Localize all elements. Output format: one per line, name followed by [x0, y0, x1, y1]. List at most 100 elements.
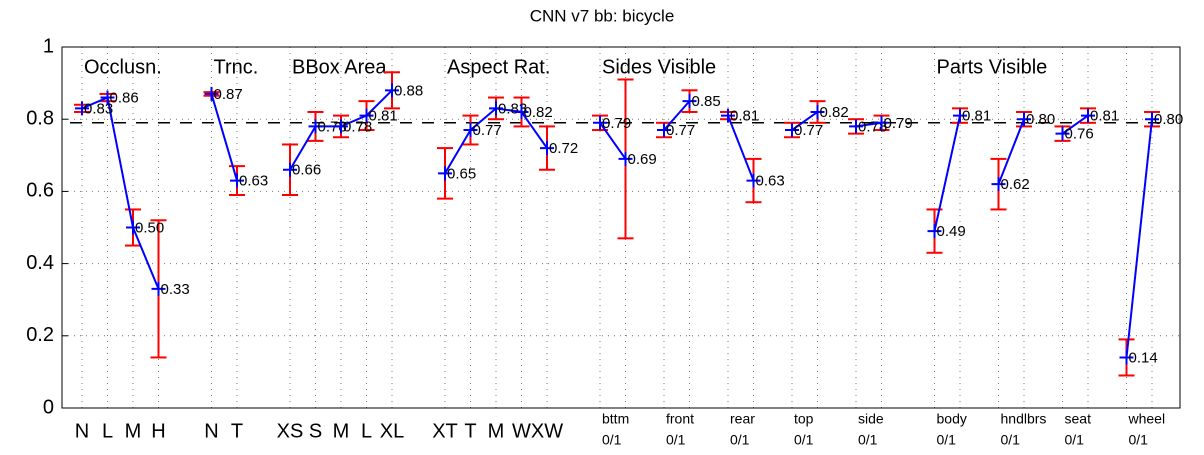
x-tick-sublabel: 0/1 [794, 432, 814, 448]
x-tick-label: wheel [1128, 411, 1166, 427]
marker [514, 104, 529, 119]
value-label: 0.87 [214, 86, 243, 103]
y-tick-label: 0 [43, 396, 54, 418]
marker [438, 166, 452, 181]
value-label: 0.78 [343, 118, 372, 135]
value-label: 0.50 [135, 219, 164, 236]
x-tick-label: N [75, 420, 89, 442]
x-tick-label: M [333, 420, 350, 442]
value-label: 0.49 [937, 223, 966, 240]
marker [682, 94, 697, 109]
marker [721, 108, 735, 123]
value-label: 0.63 [756, 173, 785, 190]
marker [463, 123, 478, 138]
value-label: 0.80 [1026, 111, 1055, 128]
y-tick-label: 0.8 [26, 107, 54, 129]
marker [1055, 126, 1070, 141]
x-tick-label: XT [432, 420, 458, 442]
group-heading: Trnc. [214, 56, 259, 78]
series-line [1125, 119, 1153, 358]
value-label: 0.81 [369, 108, 398, 125]
value-label: 0.83 [498, 100, 527, 117]
value-label: 0.81 [1090, 108, 1119, 125]
x-tick-label: XL [380, 420, 404, 442]
series-line [933, 115, 961, 232]
group-heading: Sides Visible [602, 56, 716, 78]
group-heading: Occlusn. [84, 56, 162, 78]
x-tick-label: rear [730, 411, 755, 427]
x-tick-label: body [937, 411, 967, 427]
y-tick-label: 0.4 [26, 252, 54, 274]
value-label: 0.72 [549, 140, 578, 157]
marker [283, 162, 297, 177]
value-label: 0.88 [394, 82, 423, 99]
value-label: 0.63 [239, 173, 268, 190]
value-label: 0.82 [820, 104, 849, 121]
x-tick-sublabel: 0/1 [730, 432, 750, 448]
x-tick-label: S [309, 420, 322, 442]
x-tick-label: N [204, 420, 218, 442]
marker [204, 86, 219, 101]
x-tick-sublabel: 0/1 [937, 432, 957, 448]
value-label: 0.86 [110, 90, 139, 107]
marker [151, 281, 166, 296]
marker [874, 115, 889, 130]
x-tick-label: bttm [602, 411, 629, 427]
group-heading: BBox Area [292, 56, 387, 78]
marker [126, 220, 140, 235]
x-tick-label: M [125, 420, 142, 442]
y-tick-label: 0.6 [26, 180, 54, 202]
x-tick-sublabel: 0/1 [602, 432, 622, 448]
series-line [663, 100, 691, 131]
group-heading: Parts Visible [937, 56, 1048, 78]
x-tick-label: seat [1065, 411, 1092, 427]
value-label: 0.82 [524, 104, 553, 121]
marker [1145, 112, 1159, 127]
marker [540, 141, 554, 156]
marker [75, 101, 89, 116]
value-label: 0.80 [1154, 111, 1183, 128]
value-label: 0.69 [628, 151, 657, 168]
value-label: 0.78 [318, 118, 347, 135]
x-tick-label: W [512, 420, 531, 442]
x-tick-label: hndlbrs [1001, 411, 1047, 427]
marker [785, 123, 799, 138]
value-label: 0.81 [962, 108, 991, 125]
series-line [599, 122, 627, 160]
marker [927, 224, 942, 239]
x-tick-label: L [361, 420, 372, 442]
x-tick-label: XW [531, 420, 563, 442]
marker [1081, 108, 1095, 123]
x-tick-sublabel: 0/1 [858, 432, 878, 448]
x-tick-label: side [858, 411, 884, 427]
marker [385, 83, 399, 98]
value-label: 0.77 [794, 122, 823, 139]
series-line [791, 111, 819, 131]
marker [810, 104, 825, 119]
marker [100, 90, 115, 105]
marker [1017, 112, 1031, 127]
marker [618, 151, 633, 166]
marker [230, 173, 244, 188]
value-label: 0.65 [447, 165, 476, 182]
x-tick-sublabel: 0/1 [1129, 432, 1149, 448]
series-line [727, 115, 755, 181]
chart-title: CNN v7 bb: bicycle [530, 6, 675, 25]
marker [593, 115, 607, 130]
marker [746, 173, 761, 188]
value-label: 0.33 [161, 281, 190, 298]
marker [657, 123, 671, 138]
series-line [81, 96, 160, 290]
marker [334, 119, 348, 134]
value-label: 0.66 [292, 162, 321, 179]
value-label: 0.77 [666, 122, 695, 139]
value-label: 0.76 [1065, 126, 1094, 143]
x-tick-label: front [666, 411, 694, 427]
marker [953, 108, 967, 123]
marker [991, 177, 1006, 192]
y-tick-label: 0.2 [26, 324, 54, 346]
x-tick-sublabel: 0/1 [1065, 432, 1085, 448]
value-label: 0.62 [1001, 176, 1030, 193]
